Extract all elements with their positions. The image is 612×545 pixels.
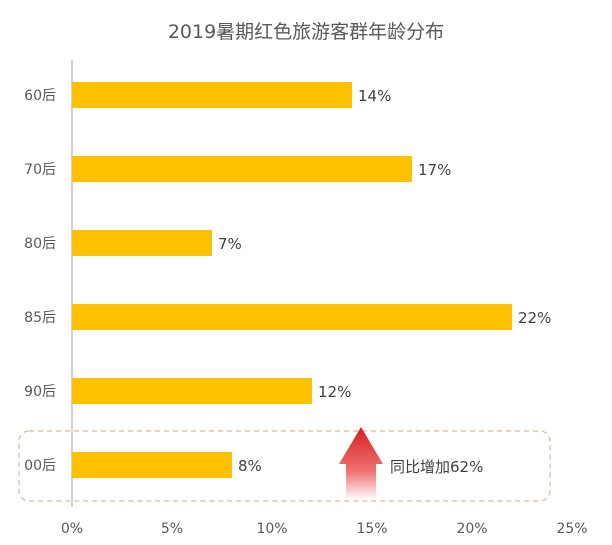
x-tick-label: 15% [356,521,387,537]
bar-2 [72,230,212,256]
value-label: 17% [418,161,451,179]
x-tick-label: 0% [61,521,83,537]
category-label: 90后 [24,384,56,400]
value-label: 7% [218,235,242,253]
x-tick-label: 5% [161,521,183,537]
up-arrow-icon [339,427,383,500]
value-label: 22% [518,309,551,327]
x-tick-label: 25% [556,521,587,537]
x-tick-label: 20% [456,521,487,537]
value-label: 8% [238,457,262,475]
category-label: 70后 [24,162,56,178]
chart-title: 2019暑期红色旅游客群年龄分布 [168,21,444,43]
x-tick-label: 10% [256,521,287,537]
bar-0 [72,82,352,108]
bar-5 [72,452,232,478]
bar-4 [72,378,312,404]
highlight-box [18,430,551,502]
category-label: 00后 [24,458,56,474]
category-label: 60后 [24,88,56,104]
annotation-text: 同比增加62% [390,458,483,476]
category-label: 85后 [24,310,56,326]
bar-1 [72,156,412,182]
category-label: 80后 [24,236,56,252]
value-label: 12% [318,383,351,401]
value-label: 14% [358,87,391,105]
bar-3 [72,304,512,330]
annotation: 同比增加62% [339,427,483,500]
